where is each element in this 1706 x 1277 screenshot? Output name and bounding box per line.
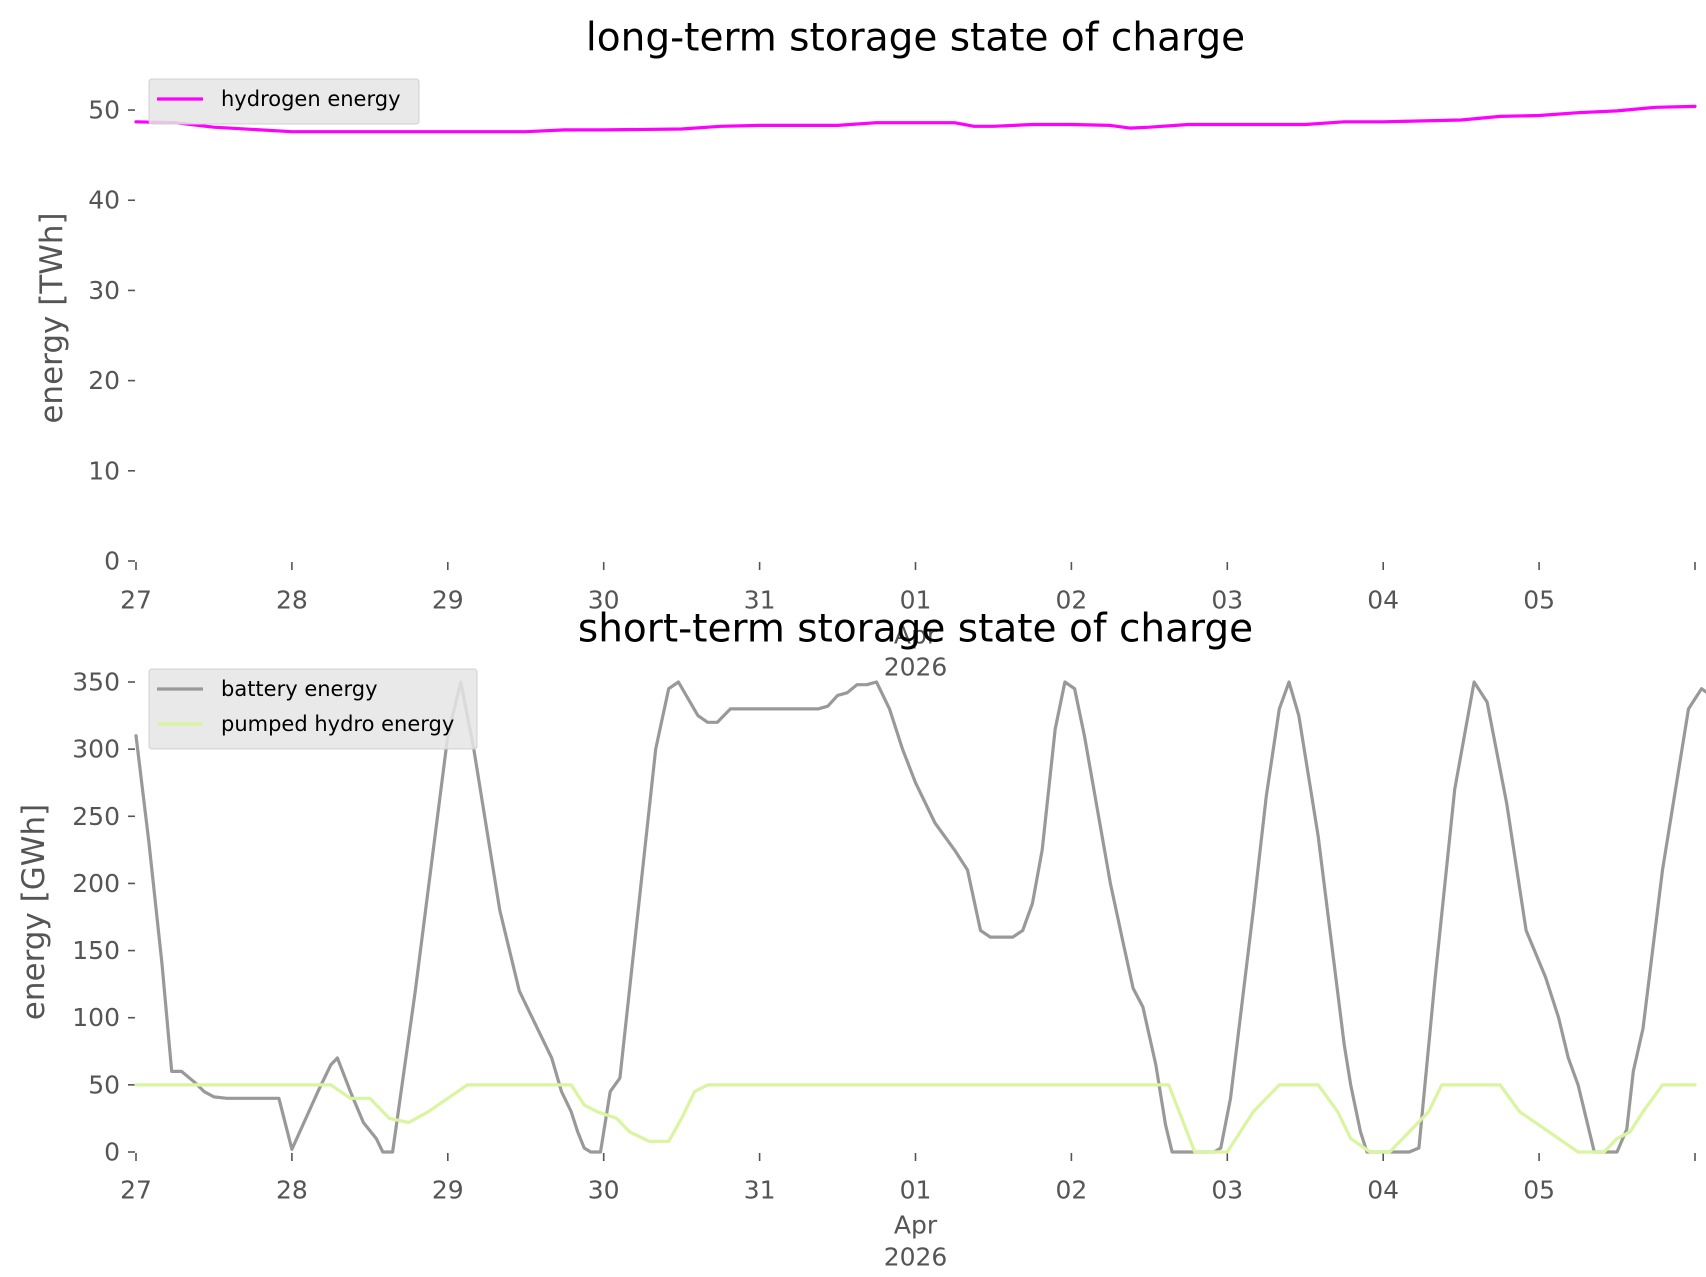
x-tick-label: 02	[1055, 586, 1087, 615]
legend-label: hydrogen energy	[221, 87, 401, 111]
y-tick-label: 250	[72, 802, 120, 831]
x-year-label: 2026	[884, 653, 948, 682]
legend: battery energy pumped hydro energy	[148, 668, 478, 750]
x-tick-label: 27	[120, 586, 152, 615]
x-year-label: 2026	[884, 1243, 948, 1272]
series-line-battery-energy	[134, 680, 1706, 1154]
y-tick-label: 40	[88, 186, 120, 215]
x-tick-label: 30	[588, 1176, 620, 1205]
short-term-chart-panel: short-term storage state of charge energy…	[16, 607, 1706, 1272]
y-axis-label: energy [TWh]	[34, 212, 70, 423]
y-tick-label: 30	[88, 276, 120, 305]
legend-box	[148, 78, 420, 125]
x-tick-label: 03	[1211, 1176, 1243, 1205]
series-line-hydrogen-energy	[134, 104, 1697, 134]
chart-title: short-term storage state of charge	[578, 607, 1253, 652]
y-tick-label: 150	[72, 936, 120, 965]
x-tick-label: 29	[432, 1176, 464, 1205]
x-tick-label: 29	[432, 586, 464, 615]
chart-title: long-term storage state of charge	[586, 16, 1245, 61]
x-tick-label: 28	[276, 586, 308, 615]
y-tick-label: 50	[88, 1070, 120, 1099]
y-tick-label: 20	[88, 366, 120, 395]
y-tick-label: 50	[88, 96, 120, 125]
x-tick-label: 03	[1211, 586, 1243, 615]
x-tick-label: 31	[744, 586, 776, 615]
x-tick-label: 30	[588, 586, 620, 615]
x-month-label: Apr	[894, 1211, 938, 1240]
y-axis-label: energy [GWh]	[16, 804, 52, 1020]
legend-label: battery energy	[221, 677, 378, 701]
x-tick-label: 05	[1523, 1176, 1555, 1205]
y-tick-label: 10	[88, 456, 120, 485]
legend-box	[148, 668, 478, 750]
x-tick-label: 28	[276, 1176, 308, 1205]
y-tick-label: 100	[72, 1003, 120, 1032]
legend: hydrogen energy	[148, 78, 420, 125]
x-tick-label: 04	[1367, 586, 1399, 615]
series-line-pumped-hydro-energy	[134, 1083, 1697, 1154]
y-tick-label: 200	[72, 869, 120, 898]
y-tick-label: 0	[104, 547, 120, 576]
x-tick-label: 04	[1367, 1176, 1399, 1205]
x-month-label: Apr	[894, 621, 938, 650]
y-tick-label: 0	[104, 1138, 120, 1167]
x-tick-label: 31	[744, 1176, 776, 1205]
x-tick-label: 02	[1055, 1176, 1087, 1205]
long-term-chart-panel: long-term storage state of charge energy …	[34, 16, 1697, 682]
x-tick-label: 01	[900, 1176, 932, 1205]
legend-label: pumped hydro energy	[221, 712, 454, 736]
y-tick-label: 300	[72, 735, 120, 764]
x-tick-label: 05	[1523, 586, 1555, 615]
y-tick-label: 350	[72, 668, 120, 697]
x-tick-label: 27	[120, 1176, 152, 1205]
x-tick-label: 01	[900, 586, 932, 615]
